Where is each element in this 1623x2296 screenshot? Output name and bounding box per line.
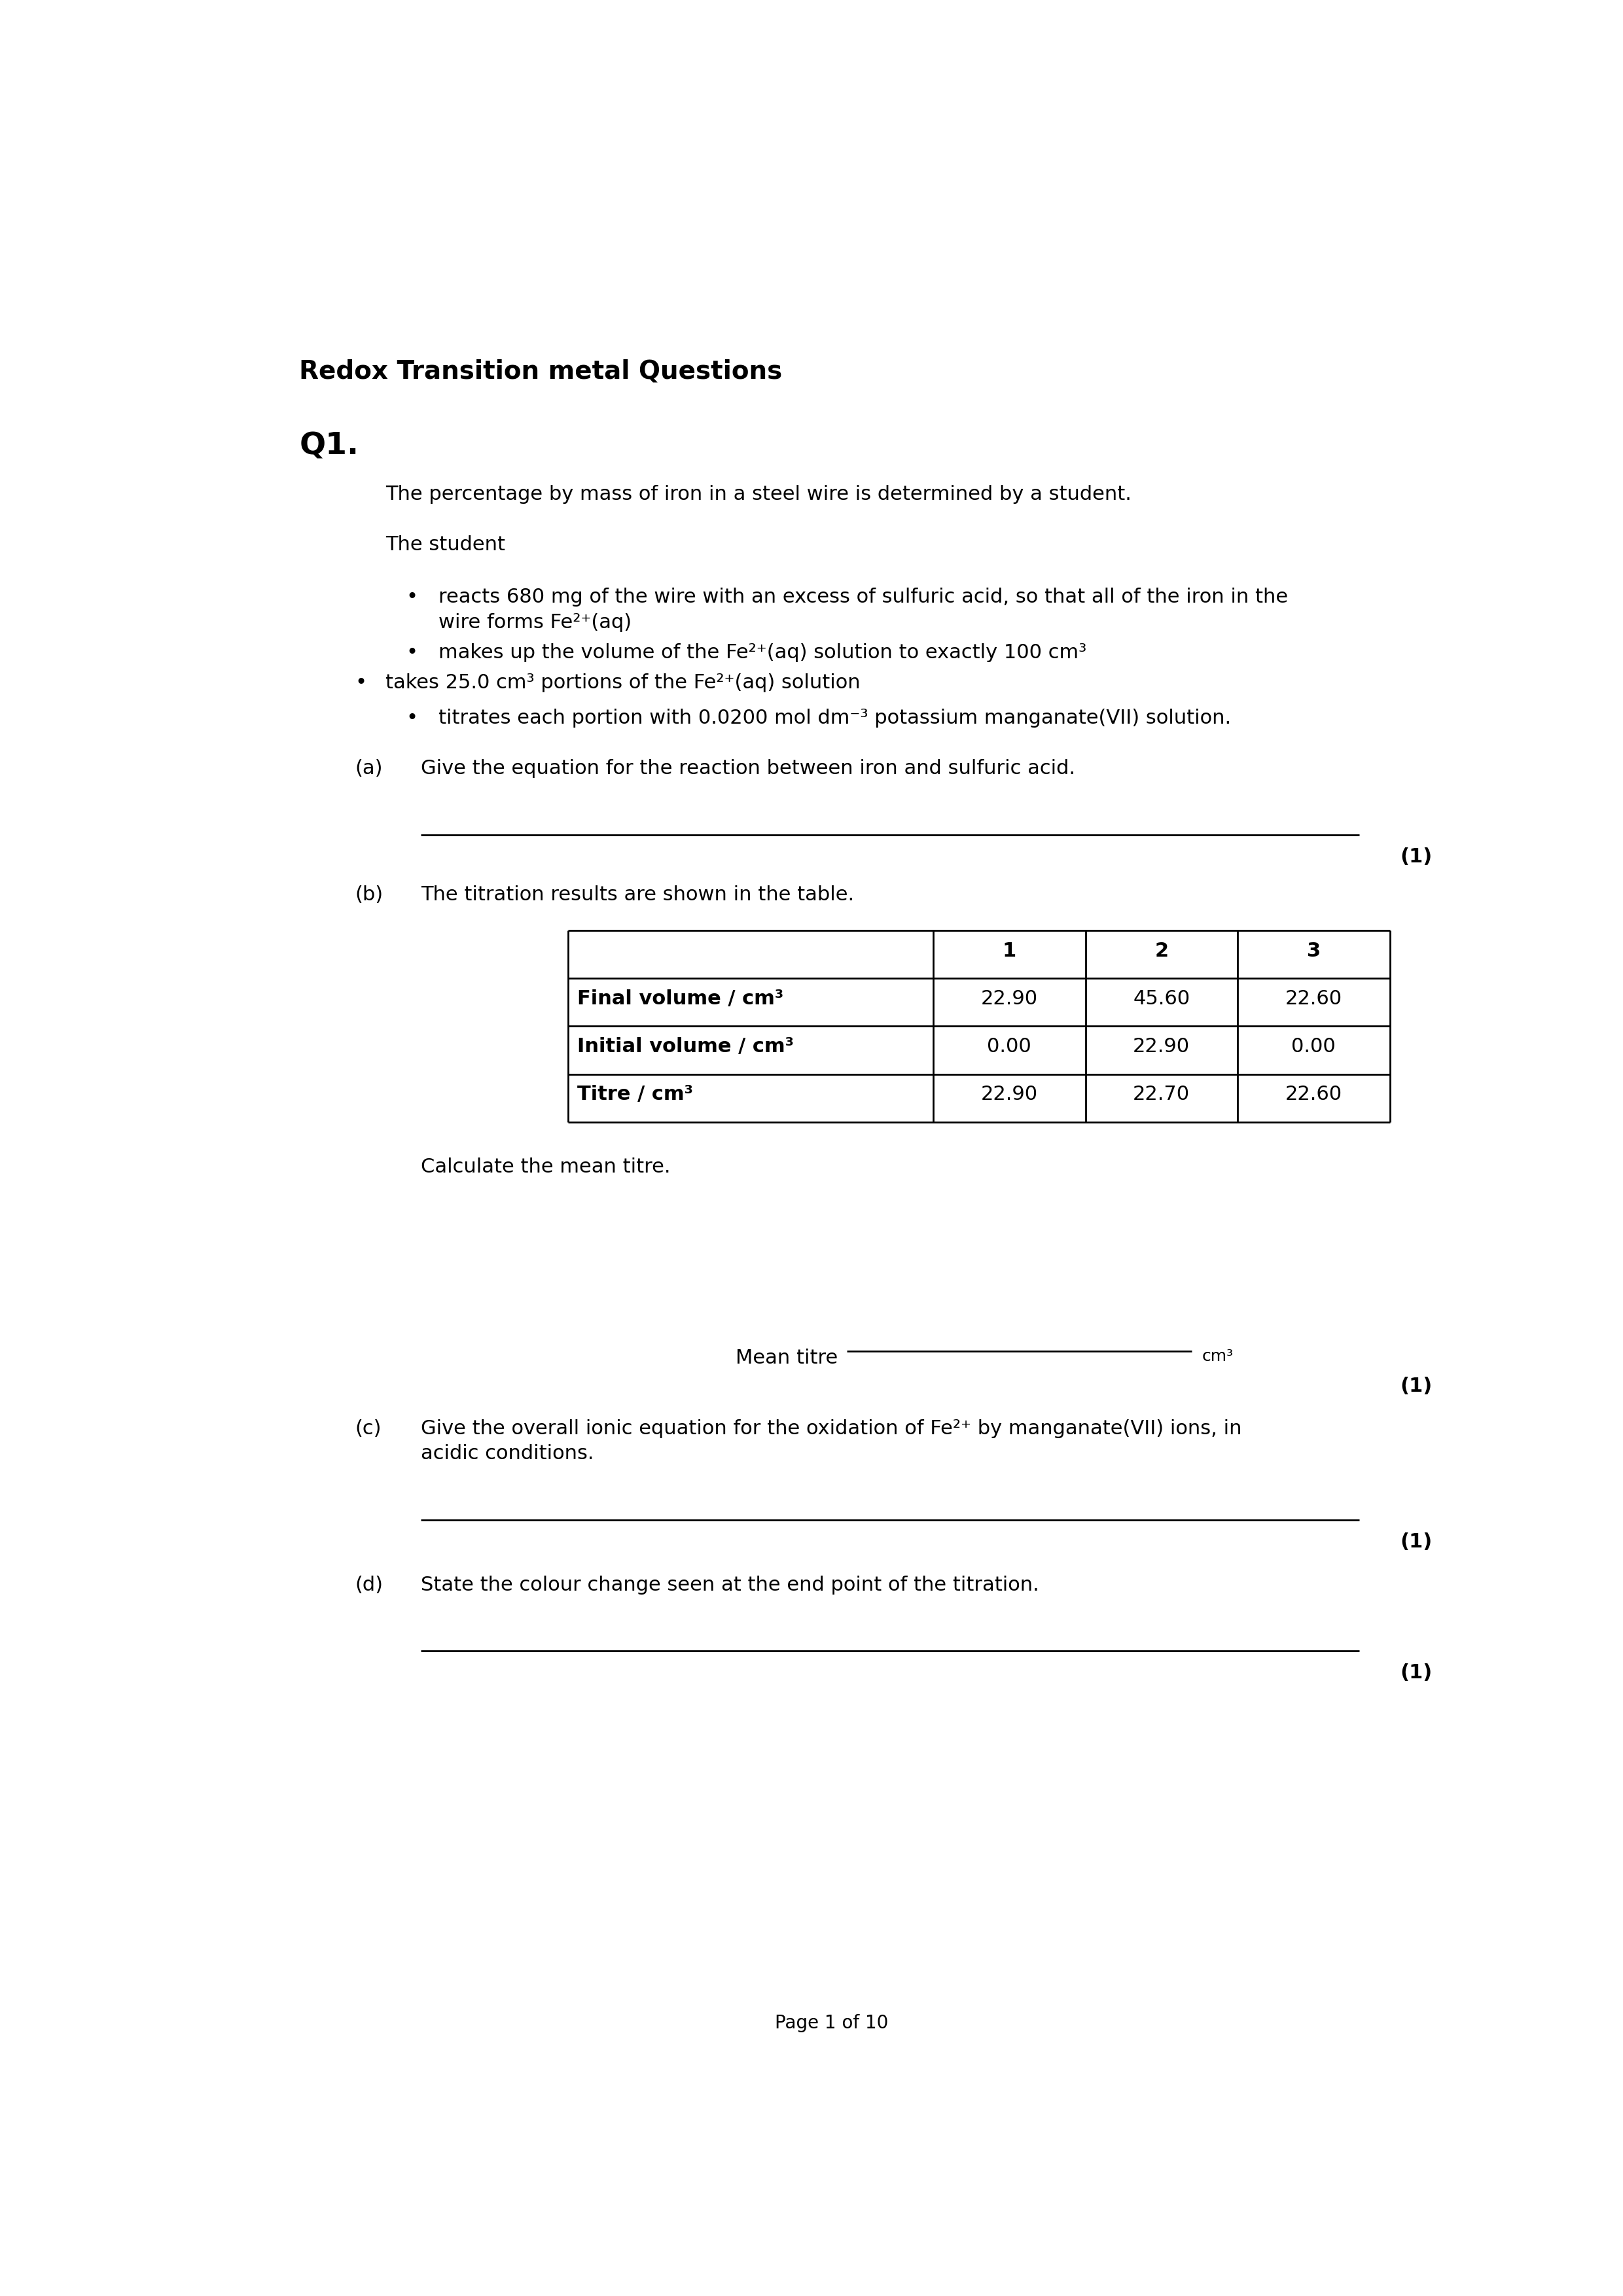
Text: 3: 3 [1307,941,1321,960]
Text: acidic conditions.: acidic conditions. [420,1444,594,1463]
Text: takes 25.0 cm³ portions of the Fe²⁺(aq) solution: takes 25.0 cm³ portions of the Fe²⁺(aq) … [386,673,860,693]
Text: cm³: cm³ [1203,1348,1233,1364]
Text: makes up the volume of the Fe²⁺(aq) solution to exactly 100 cm³: makes up the volume of the Fe²⁺(aq) solu… [438,643,1087,661]
Text: Titre / cm³: Titre / cm³ [578,1086,693,1104]
Text: Initial volume / cm³: Initial volume / cm³ [578,1038,794,1056]
Text: Mean titre: Mean titre [735,1348,837,1368]
Text: •: • [406,588,417,606]
Text: 1: 1 [1003,941,1016,960]
Text: The percentage by mass of iron in a steel wire is determined by a student.: The percentage by mass of iron in a stee… [386,484,1131,503]
Text: 22.90: 22.90 [980,990,1037,1008]
Text: •: • [406,643,417,661]
Text: 22.60: 22.60 [1285,1086,1342,1104]
Text: The titration results are shown in the table.: The titration results are shown in the t… [420,886,854,905]
Text: 0.00: 0.00 [987,1038,1032,1056]
Text: (d): (d) [355,1575,383,1593]
Text: 22.90: 22.90 [1133,1038,1190,1056]
Text: 22.70: 22.70 [1133,1086,1190,1104]
Text: 0.00: 0.00 [1292,1038,1336,1056]
Text: The student: The student [386,535,505,553]
Text: reacts 680 mg of the wire with an excess of sulfuric acid, so that all of the ir: reacts 680 mg of the wire with an excess… [438,588,1289,606]
Text: Page 1 of 10: Page 1 of 10 [776,2014,888,2032]
Text: Q1.: Q1. [299,432,359,461]
Text: Give the equation for the reaction between iron and sulfuric acid.: Give the equation for the reaction betwe… [420,760,1076,778]
Text: (1): (1) [1399,1375,1431,1396]
Text: 22.60: 22.60 [1285,990,1342,1008]
Text: 22.90: 22.90 [980,1086,1037,1104]
Text: wire forms Fe²⁺(aq): wire forms Fe²⁺(aq) [438,613,631,631]
Text: (b): (b) [355,886,383,905]
Text: •: • [406,709,417,728]
Text: Calculate the mean titre.: Calculate the mean titre. [420,1157,670,1176]
Text: State the colour change seen at the end point of the titration.: State the colour change seen at the end … [420,1575,1039,1593]
Text: 45.60: 45.60 [1133,990,1190,1008]
Text: Give the overall ionic equation for the oxidation of Fe²⁺ by manganate(VII) ions: Give the overall ionic equation for the … [420,1419,1242,1437]
Text: Redox Transition metal Questions: Redox Transition metal Questions [299,358,782,383]
Text: (a): (a) [355,760,383,778]
Text: (1): (1) [1399,1665,1431,1683]
Text: Final volume / cm³: Final volume / cm³ [578,990,784,1008]
Text: (1): (1) [1399,847,1431,866]
Text: (1): (1) [1399,1531,1431,1552]
Text: •: • [355,673,367,693]
Text: (c): (c) [355,1419,381,1437]
Text: titrates each portion with 0.0200 mol dm⁻³ potassium manganate(VII) solution.: titrates each portion with 0.0200 mol dm… [438,709,1232,728]
Text: 2: 2 [1154,941,1169,960]
